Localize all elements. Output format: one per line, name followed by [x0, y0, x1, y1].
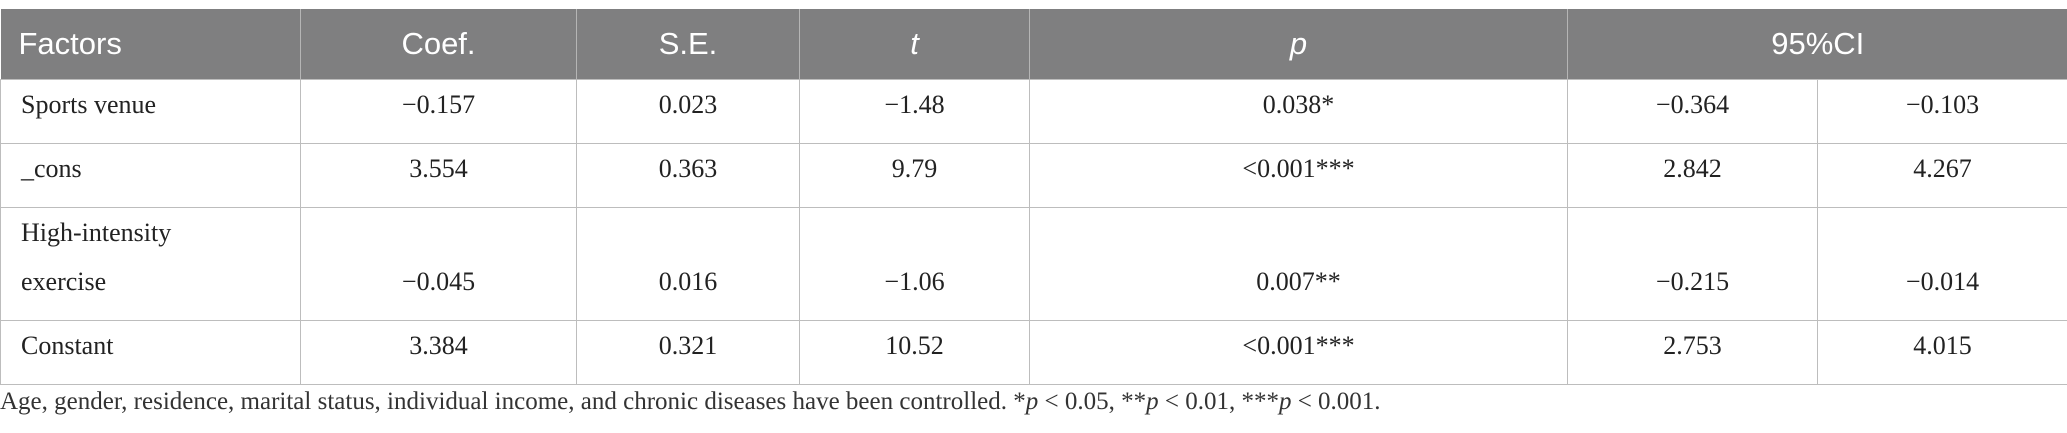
data-cell: 0.007** [1029, 207, 1568, 321]
table-body: Sports venue −0.157 0.023 −1.48 0.038* −0.364… [0, 79, 2067, 385]
header-cell: Coef. [300, 9, 577, 80]
results-table: Factors Coef. S.E. t p 95%CI Sports venu… [0, 9, 2067, 385]
footnote-part: p [1146, 388, 1159, 415]
header-row: Factors Coef. S.E. t p 95%CI [0, 9, 2067, 80]
data-cell: −1.48 [799, 79, 1030, 144]
header-cell: t [799, 9, 1030, 80]
footnote-part: Age, gender, residence, marital status, … [0, 388, 1026, 415]
data-cell: 2.753 [1567, 320, 1818, 385]
table-row: _cons 3.554 0.363 9.79 <0.001*** 2.842 4.267 [0, 143, 2067, 208]
footnote-part: < 0.01, *** [1158, 388, 1279, 415]
data-cell: −0.014 [1816, 207, 2067, 321]
row-label: _cons [0, 143, 301, 208]
footnote-part: p [1025, 388, 1039, 415]
footnote-part: p [1278, 388, 1292, 415]
footnote-part: < 0.001. [1291, 388, 1381, 415]
header-cell: 95%CI [1566, 9, 2067, 80]
data-cell: 3.554 [300, 143, 577, 208]
data-cell: 0.023 [576, 79, 800, 144]
data-cell: 4.267 [1816, 143, 2067, 208]
table-row: High-intensity exercise −0.045 0.016 −1.06 0… [0, 207, 2067, 321]
data-cell: −0.045 [300, 207, 577, 321]
data-cell: 0.363 [576, 143, 800, 208]
footnote: Age, gender, residence, marital status, … [0, 388, 1381, 416]
header-cell: Factors [0, 9, 301, 80]
data-cell: 4.015 [1816, 320, 2067, 385]
data-cell: 9.79 [799, 143, 1030, 208]
data-cell: 10.52 [799, 320, 1030, 385]
data-cell: −0.364 [1567, 79, 1818, 144]
footnote-part: < 0.05, ** [1038, 388, 1147, 415]
data-cell: −0.157 [300, 79, 577, 144]
data-cell: 0.038* [1029, 79, 1568, 144]
data-cell: −0.103 [1816, 79, 2067, 144]
data-cell: −1.06 [799, 207, 1030, 321]
row-label: Sports venue [0, 79, 301, 144]
header-cell: S.E. [576, 9, 800, 80]
data-cell: <0.001*** [1029, 143, 1568, 208]
data-cell: <0.001*** [1029, 320, 1568, 385]
data-cell: 2.842 [1567, 143, 1818, 208]
data-cell: 0.016 [576, 207, 800, 321]
row-label: High-intensity exercise [0, 207, 301, 321]
table-row: Constant 3.384 0.321 10.52 <0.001*** 2.753 4.0… [0, 320, 2067, 385]
data-cell: 0.321 [576, 320, 800, 385]
header-cell: p [1029, 9, 1568, 80]
table-row: Sports venue −0.157 0.023 −1.48 0.038* −0.364… [0, 79, 2067, 144]
data-cell: −0.215 [1567, 207, 1818, 321]
data-cell: 3.384 [300, 320, 577, 385]
row-label: Constant [0, 320, 301, 385]
